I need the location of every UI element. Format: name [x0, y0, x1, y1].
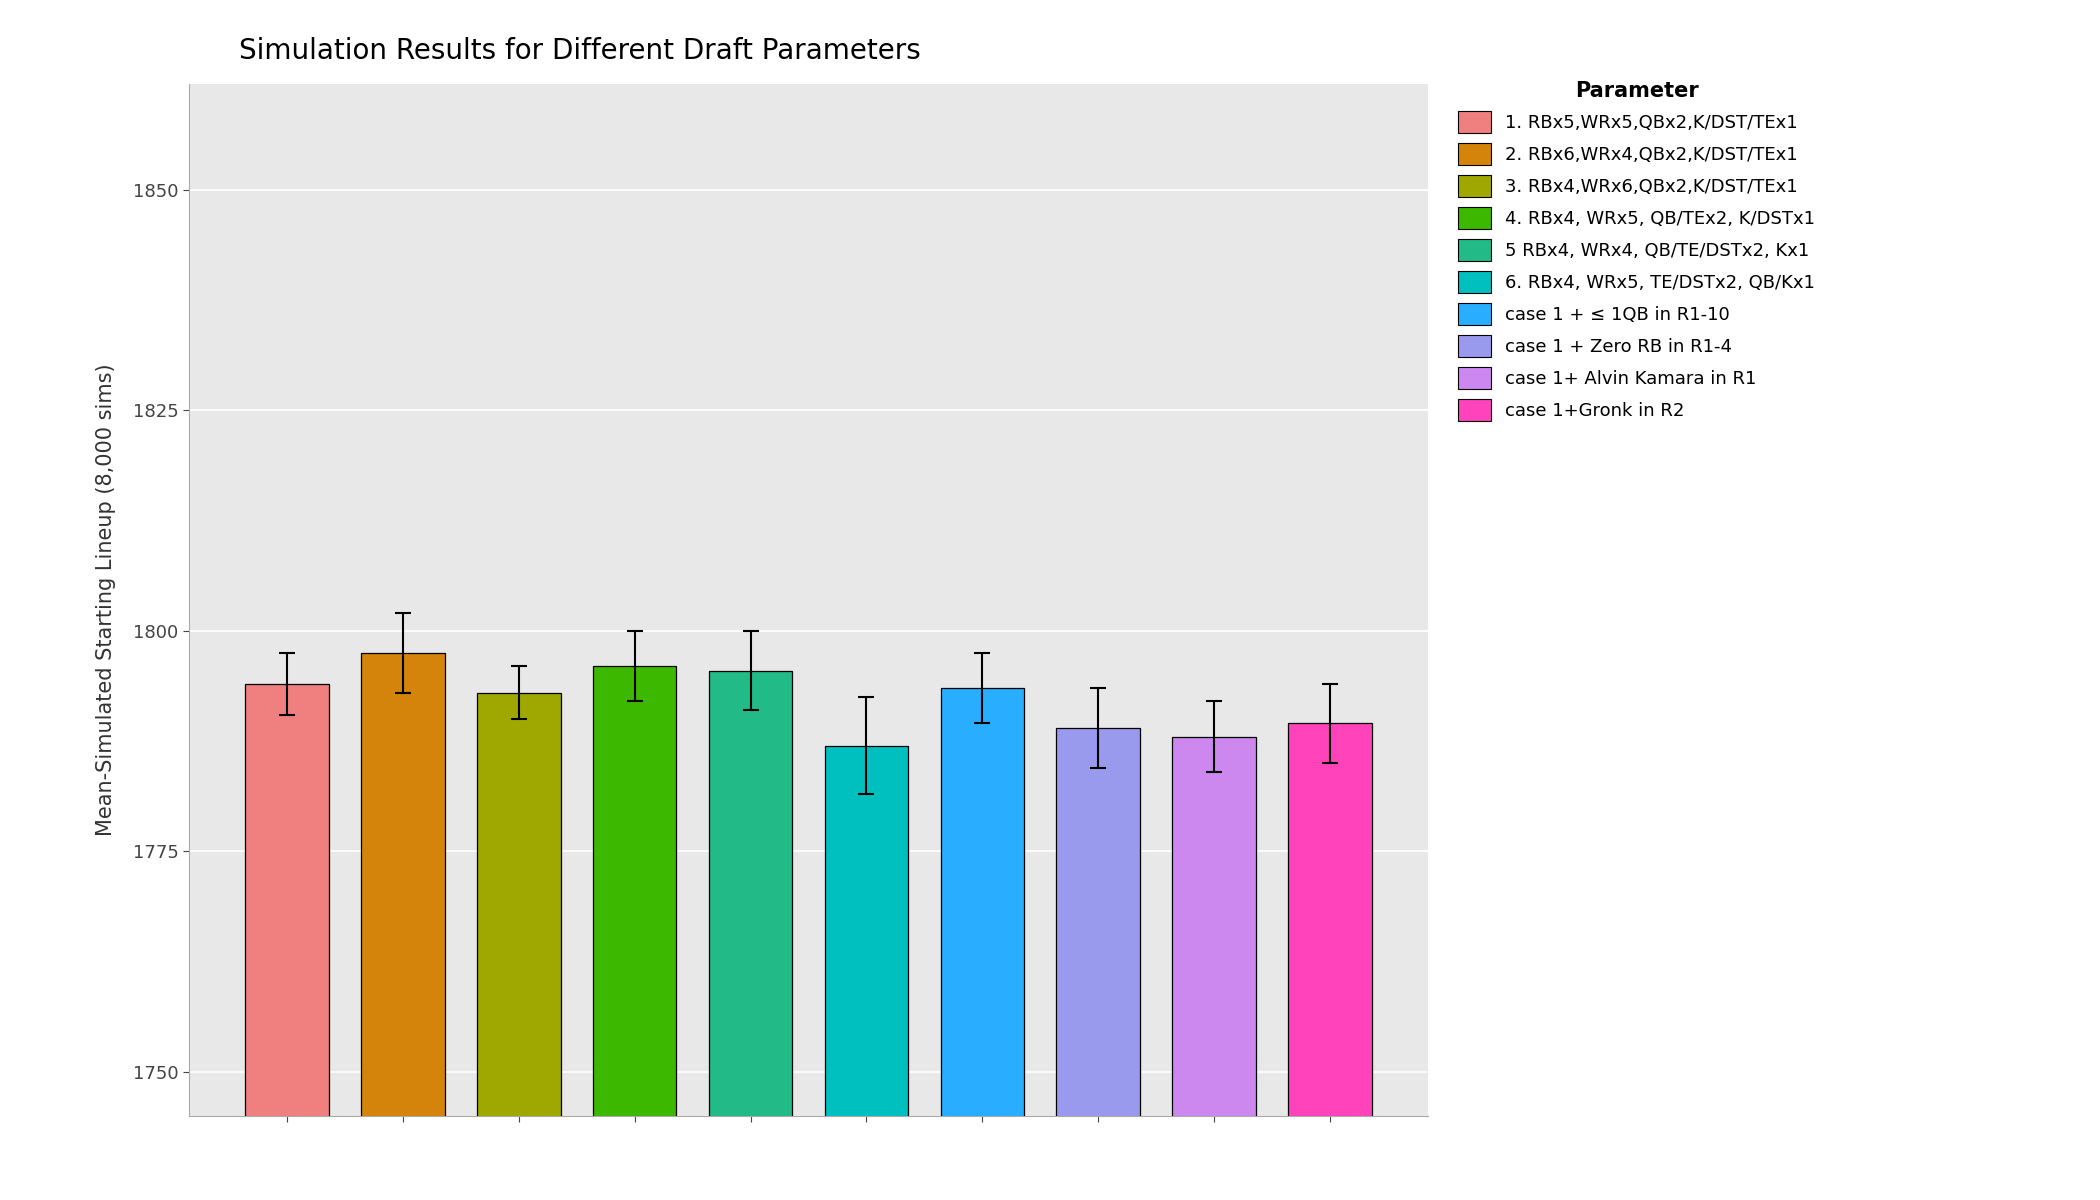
Bar: [710, 671, 792, 1200]
Bar: [592, 666, 676, 1200]
Legend: 1. RBx5,WRx5,QBx2,K/DST/TEx1, 2. RBx6,WRx4,QBx2,K/DST/TEx1, 3. RBx4,WRx6,QBx2,K/: 1. RBx5,WRx5,QBx2,K/DST/TEx1, 2. RBx6,WR…: [1449, 72, 1825, 430]
Y-axis label: Mean-Simulated Starting Lineup (8,000 sims): Mean-Simulated Starting Lineup (8,000 si…: [97, 364, 116, 836]
Bar: [361, 653, 445, 1200]
Bar: [941, 689, 1025, 1200]
Bar: [246, 684, 330, 1200]
Bar: [477, 692, 561, 1200]
Bar: [1172, 737, 1256, 1200]
Bar: [825, 745, 907, 1200]
Bar: [1056, 728, 1140, 1200]
Text: Simulation Results for Different Draft Parameters: Simulation Results for Different Draft P…: [239, 37, 920, 65]
Bar: [1287, 724, 1371, 1200]
